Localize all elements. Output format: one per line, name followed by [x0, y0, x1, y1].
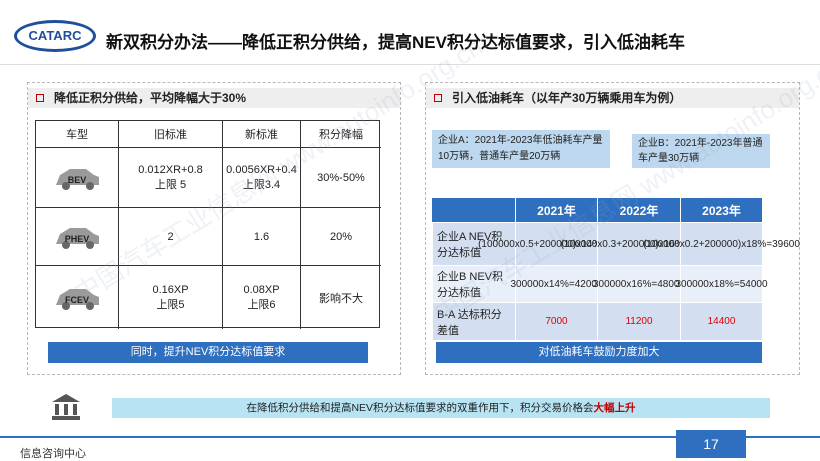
- logo: CATARC: [14, 20, 96, 52]
- table-cell: 20%: [301, 208, 381, 266]
- table-cell: 14400: [680, 302, 762, 340]
- row-label: 企业A NEV积分达标值: [432, 222, 515, 265]
- table-cell: (100000x0.2+200000)x18%=39600: [643, 222, 800, 265]
- divider: [0, 64, 820, 65]
- header-cell: 积分降幅: [301, 121, 381, 148]
- table-cell: (100000x0.3+200000)x16%=36800: [561, 222, 717, 265]
- left-note: 同时，提升NEV积分达标值要求: [48, 342, 368, 363]
- right-heading: 引入低油耗车（以年产30万辆乘用车为例）: [426, 88, 799, 108]
- header-cell: 2022年: [597, 198, 680, 222]
- header-cell: 2023年: [680, 198, 762, 222]
- note-a: 企业A：2021年-2023年低油耗车产量10万辆，普通车产量20万辆: [432, 130, 610, 168]
- left-panel: [27, 82, 401, 375]
- table-cell: 0.0056XR+0.4 上限3.4: [223, 148, 301, 208]
- right-note: 对低油耗车鼓励力度加大: [436, 342, 762, 363]
- table-cell: 0.012XR+0.8 上限 5: [119, 148, 223, 208]
- vehicle-label: PHEV: [65, 234, 90, 244]
- row-label: 企业B NEV积分达标值: [432, 265, 515, 302]
- table-cell: 影响不大: [319, 292, 363, 305]
- right-panel: [425, 82, 800, 375]
- table-cell: 300000x14%=42000: [510, 265, 603, 302]
- bank-icon: [52, 394, 80, 420]
- header-cell: 2021年: [515, 198, 597, 222]
- vehicle-label: BEV: [68, 175, 87, 185]
- banner-emphasis: 大幅上升: [593, 402, 636, 414]
- vehicle-cell: PHEV: [36, 208, 119, 266]
- page-number: 17: [676, 430, 746, 458]
- credit-table: 2021年 2022年 2023年企业A NEV积分达标值 (100000x0.5+2…: [432, 198, 800, 340]
- vehicle-cell: FCEV: [36, 266, 119, 329]
- car-icon: BEV: [56, 168, 99, 190]
- footer-line: [0, 436, 820, 438]
- table-cell: 7000: [515, 302, 597, 340]
- header-cell: 新标准: [223, 121, 301, 148]
- slide-title: 新双积分办法——降低正积分供给，提高NEV积分达标值要求，引入低油耗车: [106, 33, 685, 52]
- table-cell: 0.08XP 上限6: [223, 266, 301, 329]
- table-cell: 11200: [597, 302, 680, 340]
- header-cell: 旧标准: [119, 121, 223, 148]
- table-cell: 300000x18%=54000: [675, 265, 768, 302]
- conclusion-banner: 在降低积分供给和提高NEV积分达标值要求的双重作用下，积分交易价格会大幅上升: [112, 398, 770, 418]
- department: 信息咨询中心: [20, 448, 86, 460]
- criteria-table: 车型 旧标准 新标准 积分降幅 BEV 0.012XR+0.8 上限 5 0.0056XR+…: [35, 120, 381, 329]
- table-cell: 30%-50%: [301, 148, 381, 208]
- banner-text: 在降低积分供给和提高NEV积分达标值要求的双重作用下，积分交易价格会: [246, 402, 594, 414]
- table-cell: 2: [119, 208, 223, 266]
- car-icon: FCEV: [56, 288, 99, 310]
- vehicle-cell: BEV: [36, 148, 119, 208]
- table-cell: 0.16XP 上限5: [119, 266, 223, 329]
- left-heading: 降低正积分供给，平均降幅大于30%: [28, 88, 400, 108]
- header-cell: [432, 198, 515, 222]
- note-b: 企业B：2021年-2023年普通车产量30万辆: [632, 134, 770, 168]
- header-cell: 车型: [36, 121, 119, 148]
- table-cell: 1.6: [223, 208, 301, 266]
- vehicle-label: FCEV: [65, 295, 89, 305]
- table-cell: 300000x16%=48000: [593, 265, 685, 302]
- table-cell: (100000x0.5+200000)x14%=35000: [478, 222, 635, 265]
- car-icon: PHEV: [56, 227, 99, 249]
- row-label: B-A 达标积分差值: [432, 302, 515, 340]
